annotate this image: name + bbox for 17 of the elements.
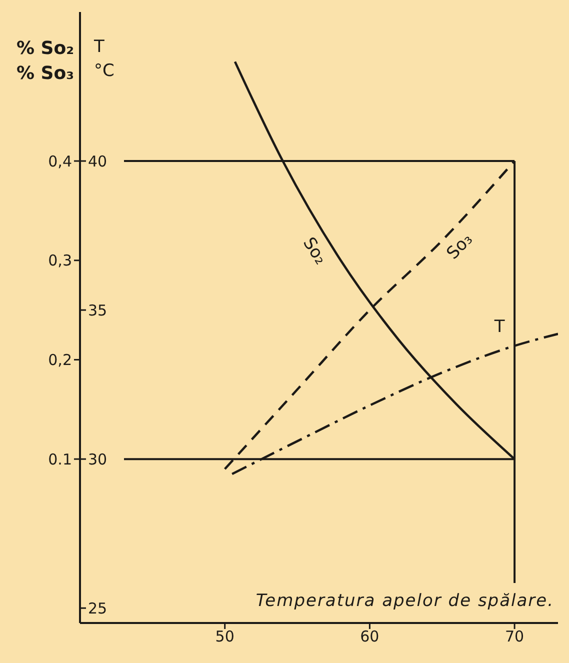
- y2-tick-label: 35: [88, 301, 108, 320]
- y-tick-label: 0,3: [48, 252, 72, 270]
- y2-axis-title: T °C: [94, 36, 114, 83]
- y2-tick-label: 40: [88, 152, 108, 170]
- y-tick-label: 0,2: [48, 351, 72, 370]
- text: So₃: [442, 230, 477, 264]
- y-tick-label: 0,4: [48, 152, 72, 170]
- series-label: T: [493, 316, 506, 337]
- x-tick-label: 70: [505, 628, 524, 646]
- y2-tick-label: 30: [88, 450, 108, 468]
- y-axis-title: % So₂ % So₃: [15, 37, 74, 86]
- x-tick-label: 60: [360, 628, 380, 646]
- y-tick-label: 0.1: [48, 450, 72, 468]
- x-tick-label: 50: [215, 628, 234, 646]
- x-axis-title: Temperatura apelor de spălare.: [256, 591, 554, 611]
- text: So₂: [298, 234, 331, 268]
- y2-tick-label: 25: [88, 599, 108, 618]
